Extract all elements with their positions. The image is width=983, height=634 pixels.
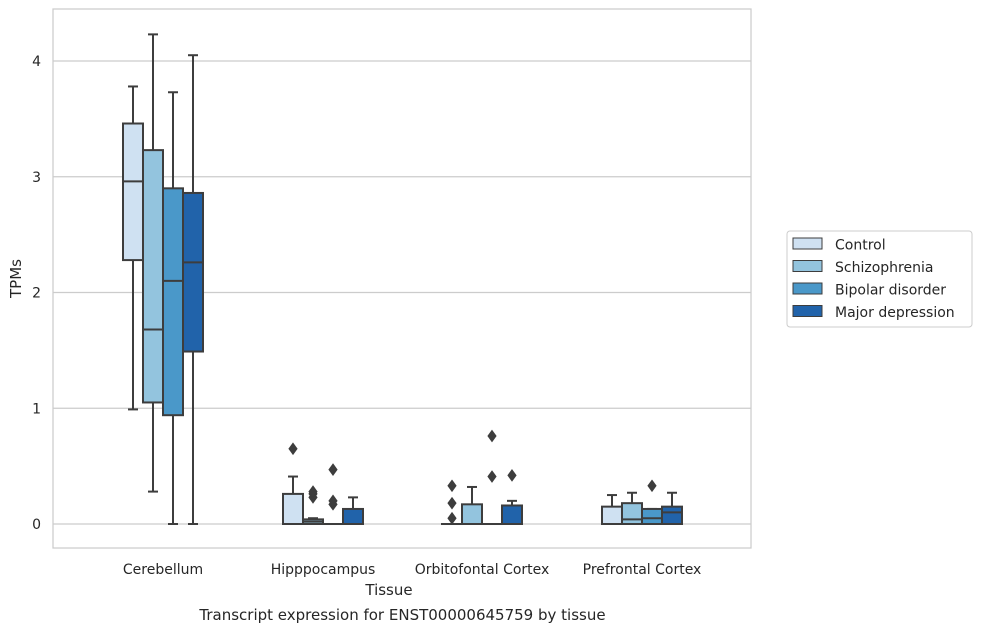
outlier-point (308, 485, 318, 498)
legend-label: Control (835, 238, 886, 254)
box-iqr (162, 187, 184, 417)
box-series (122, 33, 683, 526)
plot-frame (52, 8, 752, 549)
outlier-point (447, 496, 457, 510)
y-tick-label-2: 2 (32, 286, 41, 302)
box-iqr (142, 149, 164, 404)
x-tick-label: Prefrontal Cortex (583, 562, 702, 578)
legend: Control Schizophrenia Bipolar disorder Majo… (786, 230, 973, 328)
box-iqr (621, 502, 643, 526)
box-iqr (661, 505, 683, 526)
box-major-depression (342, 496, 364, 526)
x-axis-label: Tissue (364, 581, 412, 599)
outlier-point (487, 470, 497, 483)
legend-swatch (792, 260, 823, 272)
outlier-point (328, 494, 338, 508)
box-iqr (461, 503, 483, 526)
y-axis-label: TPMs (7, 259, 25, 299)
outlier-point (288, 442, 298, 456)
legend-label: Bipolar disorder (835, 283, 946, 299)
box-bipolar-disorder (481, 429, 503, 526)
y-axis-ticks: 0 1 2 3 4 (32, 54, 41, 533)
x-tick-label: Cerebellum (123, 562, 203, 578)
y-tick-label-3: 3 (32, 170, 41, 186)
outlier-point (328, 463, 338, 476)
box-iqr (501, 504, 523, 526)
box-iqr (342, 507, 364, 526)
legend-frame (786, 230, 973, 328)
chart-caption: Transcript expression for ENST0000064575… (199, 606, 606, 624)
legend-swatch (792, 237, 823, 250)
outlier-point (447, 479, 457, 493)
box-major-depression (501, 469, 523, 526)
box-schizophrenia (302, 485, 324, 525)
y-tick-label-4: 4 (32, 54, 41, 70)
x-axis-ticks: Cerebellum Hipppocampus Orbitofontal Corte… (123, 562, 701, 578)
box-major-depression (182, 54, 204, 525)
box-bipolar-disorder (162, 91, 184, 525)
y-tick-label-0: 0 (32, 517, 41, 533)
x-tick-label: Orbitofontal Cortex (415, 562, 550, 578)
y-tick-label-1: 1 (32, 401, 41, 417)
box-bipolar-disorder (641, 479, 663, 526)
box-schizophrenia (621, 491, 643, 526)
box-iqr (122, 122, 144, 262)
legend-swatch (792, 305, 823, 317)
box-control (441, 479, 463, 526)
box-iqr (641, 507, 663, 526)
box-schizophrenia (461, 485, 483, 526)
outlier-point (487, 429, 497, 443)
box-schizophrenia (142, 33, 164, 493)
outlier-point (507, 469, 517, 482)
outlier-point (447, 511, 457, 525)
legend-label: Schizophrenia (835, 260, 933, 276)
box-bipolar-disorder (322, 463, 344, 526)
box-control (601, 494, 623, 526)
box-iqr (601, 505, 623, 526)
legend-label: Major depression (835, 305, 955, 321)
box-control (282, 442, 304, 525)
box-major-depression (661, 491, 683, 526)
box-control (122, 85, 144, 411)
outlier-point (647, 479, 657, 493)
x-tick-label: Hipppocampus (271, 562, 376, 578)
box-iqr (182, 191, 204, 353)
box-iqr (282, 492, 304, 525)
legend-swatch (792, 282, 823, 295)
